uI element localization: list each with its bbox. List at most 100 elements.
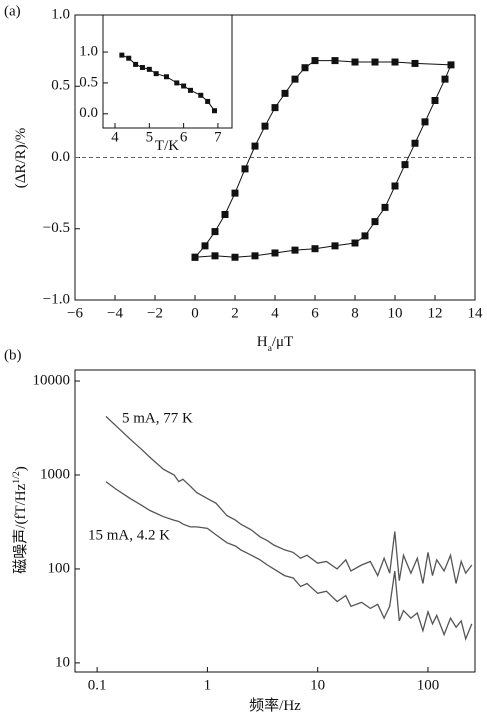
x-axis-label: T/K bbox=[155, 138, 179, 154]
marker bbox=[331, 242, 339, 250]
label-part: 频率/Hz bbox=[249, 697, 301, 714]
marker bbox=[261, 122, 269, 130]
marker bbox=[421, 118, 429, 126]
marker bbox=[251, 142, 259, 150]
x-tick-label: 100 bbox=[417, 677, 440, 693]
marker bbox=[431, 97, 439, 104]
marker bbox=[174, 80, 180, 86]
label-part: 1/2 bbox=[11, 471, 22, 484]
y-axis-label: 磁噪声/(fT/Hz1/2) bbox=[11, 466, 30, 573]
marker bbox=[411, 139, 419, 147]
y-tick-label: 1.0 bbox=[51, 6, 70, 22]
marker bbox=[211, 252, 219, 260]
marker bbox=[291, 75, 299, 83]
x-tick-label: 6 bbox=[180, 129, 188, 145]
marker bbox=[221, 211, 229, 218]
series-label: 15 mA, 4.2 K bbox=[88, 527, 170, 543]
marker bbox=[126, 55, 132, 61]
marker bbox=[401, 161, 409, 169]
marker bbox=[271, 249, 279, 257]
marker bbox=[351, 239, 359, 247]
marker bbox=[241, 165, 249, 173]
y-tick-label: 10 bbox=[55, 654, 70, 670]
marker bbox=[411, 59, 419, 67]
y-tick-label: 1.0 bbox=[79, 43, 98, 59]
panel-label: (a) bbox=[4, 3, 21, 19]
series-label: 5 mA, 77 K bbox=[122, 410, 193, 426]
marker bbox=[361, 232, 369, 240]
marker bbox=[205, 98, 211, 104]
panel-label: (b) bbox=[4, 347, 22, 363]
plot-frame bbox=[74, 369, 476, 673]
marker bbox=[281, 89, 289, 97]
series-line bbox=[105, 481, 473, 641]
label-part: 磁噪声/(fT/Hz bbox=[11, 483, 29, 573]
x-tick-label: 7 bbox=[214, 129, 222, 145]
y-tick-label: 100 bbox=[48, 560, 71, 576]
marker bbox=[271, 104, 279, 112]
x-tick-label: 6 bbox=[311, 305, 319, 321]
marker bbox=[211, 228, 219, 236]
marker bbox=[301, 64, 309, 72]
marker bbox=[198, 92, 204, 98]
marker bbox=[251, 252, 259, 260]
x-axis-label: 频率/Hz bbox=[249, 697, 301, 714]
marker bbox=[331, 57, 339, 65]
marker bbox=[119, 52, 125, 58]
x-tick-label: 2 bbox=[231, 305, 239, 321]
label-part: H bbox=[257, 334, 268, 350]
x-tick-label: 14 bbox=[468, 305, 484, 321]
marker bbox=[231, 189, 239, 197]
marker bbox=[133, 61, 139, 67]
marker bbox=[139, 64, 145, 70]
marker bbox=[181, 83, 187, 89]
marker bbox=[311, 245, 319, 253]
x-tick-label: −6 bbox=[67, 305, 83, 321]
label-part: (ΔR/R)/% bbox=[13, 128, 29, 188]
marker bbox=[351, 58, 359, 66]
y-tick-label: −1.0 bbox=[43, 291, 70, 307]
y-tick-label: 0.0 bbox=[79, 105, 98, 121]
x-tick-label: −4 bbox=[107, 305, 123, 321]
x-tick-label: −2 bbox=[147, 305, 163, 321]
x-tick-label: 4 bbox=[271, 305, 279, 321]
label-part: a bbox=[268, 343, 273, 354]
label-part: /μT bbox=[272, 334, 293, 350]
x-tick-label: 10 bbox=[388, 305, 403, 321]
marker bbox=[371, 58, 379, 66]
x-tick-label: 12 bbox=[428, 305, 443, 321]
marker bbox=[441, 75, 449, 83]
y-tick-label: 0.5 bbox=[79, 74, 98, 90]
x-tick-label: 8 bbox=[351, 305, 359, 321]
marker bbox=[231, 253, 239, 261]
x-tick-label: 1 bbox=[204, 677, 212, 693]
marker bbox=[163, 74, 169, 80]
marker bbox=[291, 246, 299, 254]
x-tick-label: 4 bbox=[111, 129, 119, 145]
marker bbox=[391, 182, 399, 190]
marker bbox=[311, 57, 319, 65]
marker bbox=[201, 242, 209, 250]
inset-frame bbox=[102, 14, 233, 129]
label-part: ) bbox=[13, 466, 29, 471]
marker bbox=[191, 253, 199, 261]
marker bbox=[381, 203, 389, 211]
y-axis-label: (ΔR/R)/% bbox=[13, 128, 29, 188]
y-tick-label: 0.5 bbox=[51, 78, 70, 94]
y-tick-label: 0.0 bbox=[51, 149, 70, 165]
x-tick-label: 0 bbox=[191, 305, 199, 321]
marker bbox=[447, 61, 455, 69]
x-axis-label: Ha/μT bbox=[257, 334, 294, 353]
marker bbox=[187, 87, 193, 93]
series-line bbox=[105, 415, 473, 584]
y-tick-label: 1000 bbox=[40, 466, 70, 482]
marker bbox=[212, 108, 218, 114]
y-tick-label: 10000 bbox=[33, 372, 71, 388]
marker bbox=[146, 66, 152, 72]
label-part: T/K bbox=[155, 138, 179, 154]
x-tick-label: 5 bbox=[146, 129, 154, 145]
x-tick-label: 0.1 bbox=[88, 677, 107, 693]
marker bbox=[391, 58, 399, 66]
y-tick-label: −0.5 bbox=[43, 220, 70, 236]
